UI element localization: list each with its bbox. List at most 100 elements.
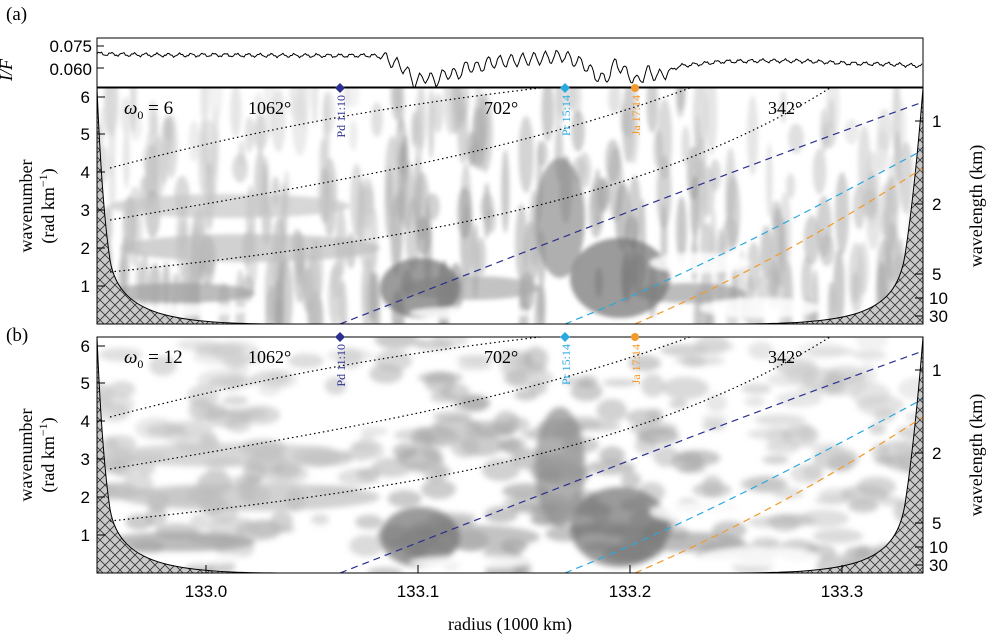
- power-blob: [159, 144, 168, 186]
- power-blob: [355, 468, 372, 478]
- power-blob: [209, 88, 223, 125]
- power-blob: [124, 213, 134, 244]
- power-blob: [848, 242, 865, 314]
- power-blob: [802, 464, 823, 481]
- power-blob: [501, 149, 510, 234]
- power-blob: [766, 373, 804, 387]
- power-blob: [428, 88, 435, 160]
- resonance-label-pr: Pr 15:14: [559, 95, 573, 136]
- power-blob: [493, 410, 520, 435]
- power-blob: [766, 143, 773, 218]
- power-gap: [410, 307, 530, 319]
- power-blob: [628, 355, 661, 372]
- power-blob: [480, 192, 495, 223]
- power-blob: [570, 381, 603, 402]
- ytick-b-2: 2: [81, 488, 90, 507]
- power-blob: [701, 415, 728, 424]
- ytick-b-6: 6: [81, 337, 90, 356]
- power-band: [110, 443, 350, 467]
- power-blob: [399, 158, 414, 231]
- degree-label-702: 702°: [484, 98, 518, 118]
- power-blob: [457, 186, 473, 239]
- power-band: [570, 238, 670, 318]
- power-blob: [323, 91, 330, 169]
- power-blob: [823, 373, 845, 396]
- power-blob: [274, 296, 282, 324]
- power-blob: [367, 567, 403, 573]
- power-blob: [484, 506, 518, 523]
- power-blob: [98, 402, 130, 422]
- power-blob: [498, 438, 521, 453]
- power-blob: [502, 368, 554, 388]
- power-blob: [577, 152, 592, 189]
- power-blob: [844, 119, 859, 145]
- power-band: [535, 407, 585, 527]
- ylabel-b-unit: (rad km−1): [36, 417, 59, 492]
- cone-of-influence-right: [719, 88, 923, 324]
- power-blob: [198, 120, 208, 195]
- power-blob: [852, 350, 887, 361]
- power-blob: [391, 193, 403, 265]
- power-blob: [748, 516, 789, 529]
- power-blob: [273, 463, 302, 478]
- power-band: [380, 258, 460, 318]
- ytick-a-4: 4: [81, 163, 90, 182]
- power-blob: [336, 347, 363, 369]
- power-blob: [206, 464, 227, 480]
- resonance-marker-ja: [631, 333, 639, 341]
- power-blob: [360, 427, 388, 436]
- power-blob: [780, 90, 787, 124]
- power-blob: [828, 281, 835, 324]
- panel-b-frame: [96, 336, 924, 574]
- power-blob: [807, 347, 857, 356]
- power-blob: [801, 255, 813, 308]
- power-blob: [876, 456, 894, 465]
- power-blob: [189, 513, 209, 532]
- resonance-marker-pd: [335, 332, 345, 342]
- panel-a-yticks: [97, 96, 105, 287]
- right-ylabel-b: wavelength (km): [966, 394, 987, 516]
- power-blob: [392, 443, 417, 459]
- power-blob: [349, 534, 384, 557]
- resonance-line-pr: [564, 398, 923, 573]
- power-blob: [390, 88, 403, 121]
- panel-label-b: (b): [6, 325, 28, 346]
- power-gap: [700, 547, 820, 567]
- power-blob: [534, 285, 546, 324]
- power-blob: [208, 375, 257, 388]
- power-blob: [744, 397, 766, 407]
- power-blob: [608, 88, 621, 114]
- power-blob: [254, 92, 263, 118]
- power-blob: [754, 414, 806, 427]
- power-blob: [676, 196, 687, 264]
- power-blob: [105, 435, 137, 452]
- power-gap: [700, 298, 820, 318]
- power-blob: [835, 172, 849, 255]
- power-blob: [148, 99, 158, 138]
- panel-b-rticks: [915, 369, 923, 566]
- power-blob: [358, 433, 376, 453]
- power-blob: [349, 119, 358, 151]
- rtick-b-5: 5: [932, 514, 941, 533]
- power-blob: [641, 373, 665, 398]
- power-blob: [705, 88, 718, 156]
- power-blob: [235, 520, 282, 541]
- power-blob: [636, 427, 680, 445]
- power-blob: [432, 416, 482, 437]
- power-blob: [646, 88, 659, 133]
- power-blob: [416, 216, 432, 256]
- power-blob: [741, 383, 772, 395]
- power-blob: [370, 207, 378, 268]
- power-blob: [788, 123, 804, 154]
- power-blob: [621, 471, 641, 489]
- resonance-line-pd: [339, 101, 923, 324]
- power-blob: [271, 88, 286, 153]
- power-blob: [596, 398, 627, 423]
- power-blob: [423, 459, 448, 484]
- power-blob: [812, 528, 864, 544]
- power-blob: [812, 269, 819, 324]
- ylabel-a-main: wavenumber: [16, 160, 36, 253]
- power-blob: [775, 391, 823, 408]
- power-blob: [520, 429, 545, 439]
- power-blob: [874, 408, 896, 423]
